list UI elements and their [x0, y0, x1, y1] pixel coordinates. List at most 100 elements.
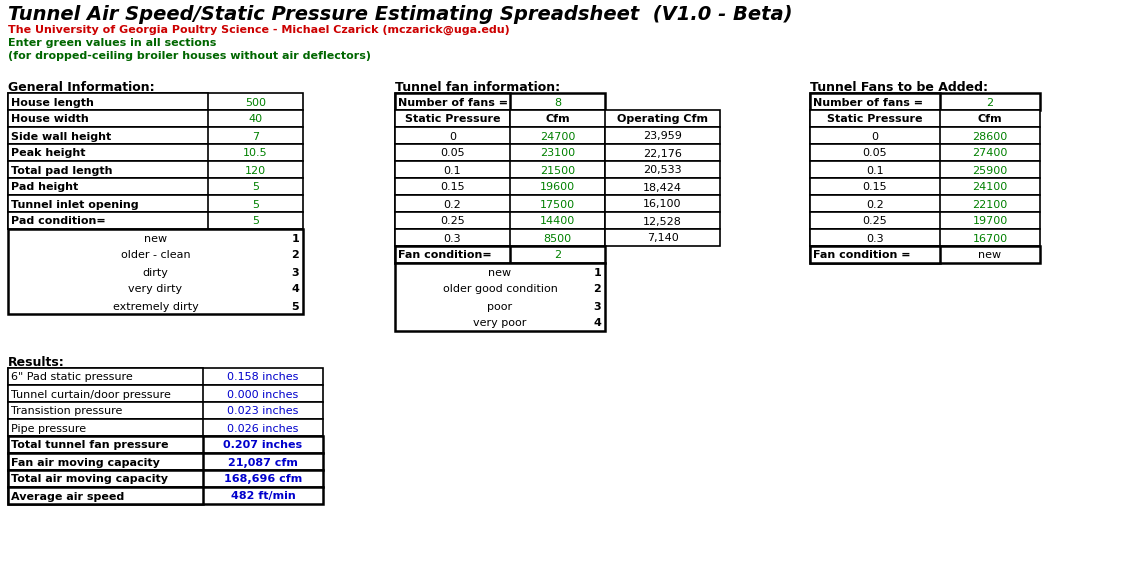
Text: Number of fans =: Number of fans =	[813, 98, 923, 108]
Text: very dirty: very dirty	[128, 284, 183, 294]
Bar	[810, 144, 1040, 161]
Text: 3: 3	[594, 301, 601, 311]
Bar	[8, 402, 203, 419]
Text: 25900: 25900	[973, 166, 1008, 176]
Bar	[810, 246, 940, 263]
Bar	[8, 178, 303, 195]
Text: Fan condition =: Fan condition =	[813, 250, 910, 260]
Bar	[8, 487, 323, 504]
Text: 21500: 21500	[540, 166, 576, 176]
Text: 1: 1	[594, 267, 601, 277]
Bar	[605, 229, 720, 246]
Text: 0.026 inches: 0.026 inches	[228, 424, 298, 433]
Text: Enter green values in all sections: Enter green values in all sections	[8, 38, 217, 48]
Bar	[511, 110, 605, 127]
Text: 0.3: 0.3	[866, 233, 884, 243]
Bar	[810, 127, 940, 144]
Bar	[8, 453, 203, 470]
Bar	[395, 195, 511, 212]
Text: 5: 5	[252, 199, 259, 209]
Text: 120: 120	[245, 166, 266, 176]
Text: dirty: dirty	[142, 267, 168, 277]
Text: 24700: 24700	[540, 132, 576, 142]
Text: 17500: 17500	[540, 199, 576, 209]
Bar	[395, 144, 605, 161]
Text: 4: 4	[291, 284, 298, 294]
Bar	[395, 127, 511, 144]
Text: 0.023 inches: 0.023 inches	[228, 407, 298, 417]
Bar	[8, 368, 323, 385]
Text: 4: 4	[594, 318, 601, 329]
Text: 21,087 cfm: 21,087 cfm	[228, 457, 298, 467]
Text: 19700: 19700	[973, 216, 1008, 226]
Text: Cfm: Cfm	[977, 115, 1002, 125]
Bar	[605, 212, 720, 229]
Text: 482 ft/min: 482 ft/min	[231, 491, 295, 501]
Bar	[8, 93, 208, 110]
Text: 5: 5	[292, 301, 298, 311]
Text: 5: 5	[252, 183, 259, 192]
Text: Static Pressure: Static Pressure	[405, 115, 500, 125]
Bar	[810, 195, 1040, 212]
Text: extremely dirty: extremely dirty	[112, 301, 199, 311]
Bar	[8, 453, 323, 470]
Text: Side wall height: Side wall height	[11, 132, 111, 142]
Bar	[605, 161, 720, 178]
Text: Operating Cfm: Operating Cfm	[617, 115, 708, 125]
Bar	[605, 144, 720, 161]
Text: 0.25: 0.25	[440, 216, 465, 226]
Bar	[8, 127, 303, 144]
Text: 0.25: 0.25	[863, 216, 888, 226]
Text: Tunnel Air Speed/Static Pressure Estimating Spreadsheet  (V1.0 - Beta): Tunnel Air Speed/Static Pressure Estimat…	[8, 5, 792, 24]
Text: 18,424: 18,424	[643, 183, 682, 192]
Bar	[8, 229, 303, 314]
Text: Total air moving capacity: Total air moving capacity	[11, 474, 168, 484]
Bar	[8, 110, 303, 127]
Bar	[8, 368, 203, 385]
Text: House width: House width	[11, 115, 89, 125]
Bar	[8, 195, 208, 212]
Bar	[395, 195, 605, 212]
Text: House length: House length	[11, 98, 94, 108]
Text: very poor: very poor	[473, 318, 526, 329]
Bar	[810, 127, 1040, 144]
Text: 0.2: 0.2	[443, 199, 461, 209]
Text: 16700: 16700	[973, 233, 1008, 243]
Bar	[8, 402, 323, 419]
Text: 8: 8	[554, 98, 561, 108]
Bar	[8, 144, 208, 161]
Text: new: new	[144, 233, 167, 243]
Bar	[395, 246, 511, 263]
Text: Total tunnel fan pressure: Total tunnel fan pressure	[11, 441, 168, 450]
Text: General Information:: General Information:	[8, 81, 155, 94]
Text: 0: 0	[449, 132, 456, 142]
Bar	[395, 263, 605, 331]
Text: 0.158 inches: 0.158 inches	[228, 373, 298, 383]
Text: 2: 2	[986, 98, 994, 108]
Text: 3: 3	[292, 267, 298, 277]
Bar	[8, 212, 208, 229]
Text: 7: 7	[252, 132, 259, 142]
Text: Pad height: Pad height	[11, 183, 79, 192]
Bar	[605, 178, 720, 195]
Text: Static Pressure: Static Pressure	[827, 115, 922, 125]
Text: 22100: 22100	[973, 199, 1008, 209]
Text: 7,140: 7,140	[646, 233, 679, 243]
Text: 0.15: 0.15	[440, 183, 465, 192]
Bar	[810, 161, 940, 178]
Text: 168,696 cfm: 168,696 cfm	[224, 474, 302, 484]
Text: 8500: 8500	[543, 233, 571, 243]
Text: 0.15: 0.15	[863, 183, 888, 192]
Bar	[8, 178, 208, 195]
Bar	[810, 229, 1040, 246]
Text: 19600: 19600	[540, 183, 576, 192]
Text: (for dropped-ceiling broiler houses without air deflectors): (for dropped-ceiling broiler houses with…	[8, 51, 371, 61]
Text: Peak height: Peak height	[11, 149, 85, 159]
Bar	[8, 127, 208, 144]
Bar	[395, 110, 511, 127]
Bar	[810, 144, 940, 161]
Bar	[8, 470, 203, 487]
Bar	[8, 470, 323, 487]
Text: Transistion pressure: Transistion pressure	[11, 407, 122, 417]
Text: 23,959: 23,959	[643, 132, 682, 142]
